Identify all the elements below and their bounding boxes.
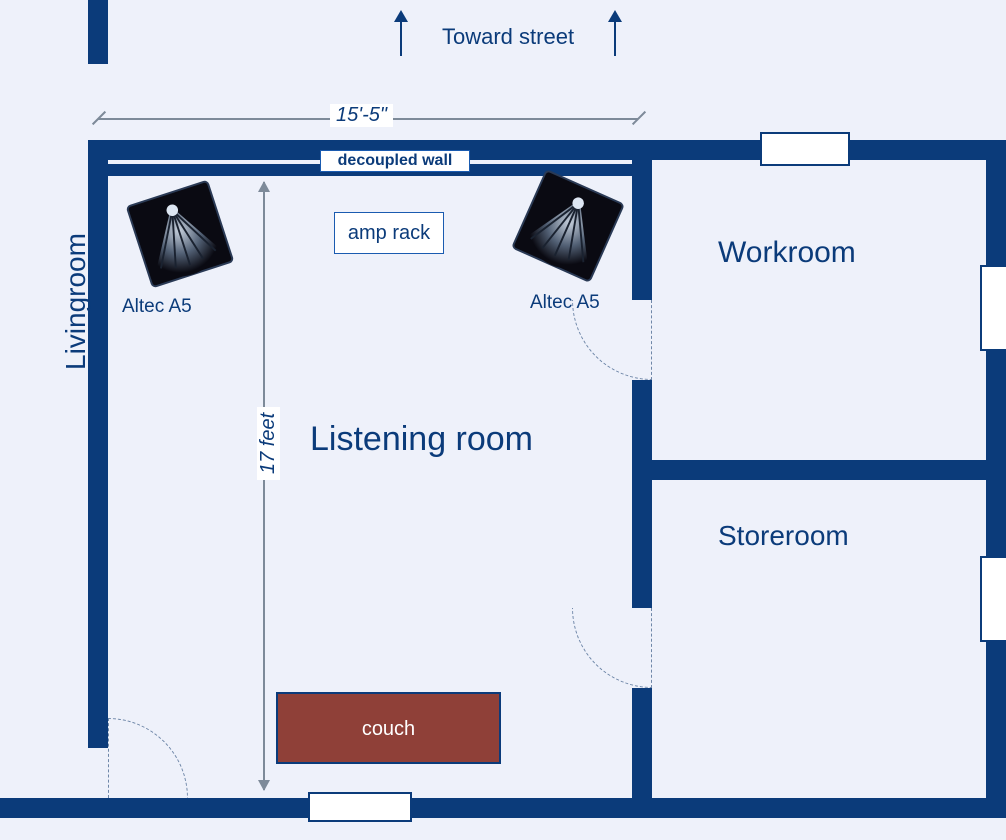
listening-room-label: Listening room	[310, 420, 533, 459]
amp-rack-box: amp rack	[334, 212, 444, 254]
wall-opening	[87, 748, 109, 798]
dim-width-tick-l	[91, 111, 105, 125]
dim-height-arrow-top	[258, 181, 270, 192]
wall-left_bar_mid	[88, 140, 108, 748]
couch: couch	[276, 692, 501, 764]
window-1	[980, 265, 1006, 351]
dim-height-label: 17 feet	[257, 407, 280, 480]
storeroom-label: Storeroom	[718, 520, 849, 552]
speaker-right-label: Altec A5	[530, 292, 600, 314]
window-3	[308, 792, 412, 822]
couch-label: couch	[278, 718, 499, 741]
floorplan-diagram: couch amp rack decoupled wall	[0, 0, 1006, 840]
wall-bottom_bar_left	[0, 798, 88, 818]
livingroom-label: Livingroom	[60, 233, 92, 370]
wall-top_bar	[88, 140, 1006, 160]
wall-partition_horiz	[632, 460, 1006, 480]
dim-width-tick-r	[631, 111, 645, 125]
toward-street-label: Toward street	[442, 24, 574, 50]
speaker-left	[120, 174, 241, 295]
wall-left_bar_top	[88, 0, 108, 64]
door-swing-1	[572, 608, 652, 688]
decoupled-wall-label: decoupled wall	[320, 150, 470, 172]
speaker-right	[505, 163, 632, 290]
door-swing-2	[108, 718, 188, 798]
toward-arrow-head-0	[394, 10, 408, 22]
dim-height-arrow-bot	[258, 780, 270, 791]
window-0	[760, 132, 850, 166]
window-2	[980, 556, 1006, 642]
dim-height-line	[263, 182, 265, 790]
dim-width-label: 15'-5"	[330, 104, 393, 127]
toward-arrow-head-1	[608, 10, 622, 22]
speaker-left-label: Altec A5	[122, 296, 192, 318]
workroom-label: Workroom	[718, 236, 856, 270]
wall-bottom_bar_main	[88, 798, 1006, 818]
